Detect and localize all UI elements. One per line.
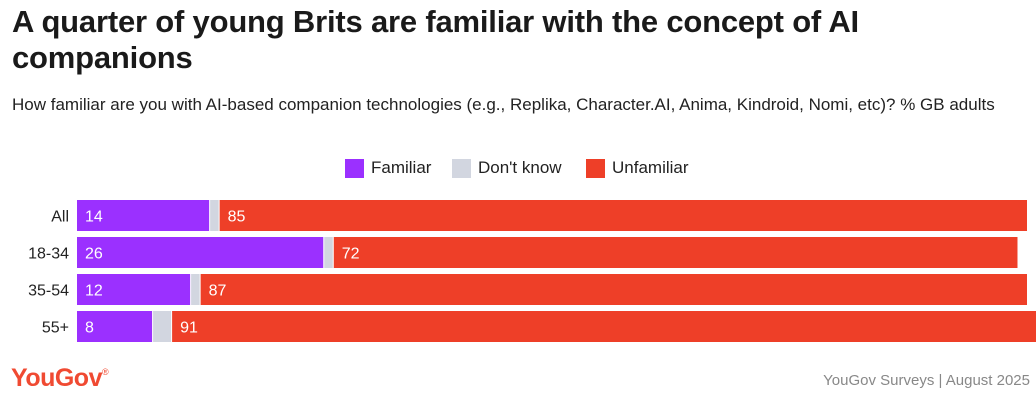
- data-label-unfamiliar-all: 85: [228, 209, 246, 226]
- data-label-familiar-55-: 8: [85, 320, 94, 337]
- bar-unfamiliar-55-: [172, 311, 1036, 342]
- stacked-bar-chart: All 14 85 18-34 26 72 35-54 12 87 55+ 8 91: [0, 196, 1036, 344]
- bar-unfamiliar-35-54: [200, 274, 1027, 305]
- bar-familiar-18-34: [77, 237, 324, 268]
- legend-item-familiar: Familiar: [345, 158, 431, 178]
- bar-familiar-35-54: [77, 274, 191, 305]
- chart-subtitle: How familiar are you with AI-based compa…: [12, 95, 995, 114]
- source-note: YouGov Surveys | August 2025: [823, 372, 1030, 389]
- bar-don-t-know-all: [210, 200, 219, 231]
- logo-text: YouGov: [11, 364, 102, 392]
- yougov-logo: YouGov®: [11, 364, 109, 393]
- data-label-unfamiliar-55-: 91: [180, 320, 198, 337]
- chart-svg: All 14 85 18-34 26 72 35-54 12 87 55+ 8 91: [28, 200, 1036, 342]
- legend-item-unfamiliar: Unfamiliar: [586, 158, 689, 178]
- bar-unfamiliar-all: [219, 200, 1027, 231]
- legend-label-familiar: Familiar: [371, 158, 432, 177]
- chart-legend: Familiar Don't know Unfamiliar: [0, 158, 1036, 180]
- legend-swatch-familiar: [345, 158, 364, 178]
- bar-unfamiliar-18-34: [333, 237, 1018, 268]
- logo-registered-mark: ®: [101, 367, 109, 377]
- category-label-18-34: 18-34: [28, 246, 69, 263]
- data-label-unfamiliar-35-54: 87: [209, 283, 227, 300]
- chart-title: A quarter of young Brits are familiar wi…: [12, 4, 859, 75]
- data-label-familiar-35-54: 12: [85, 283, 103, 300]
- category-label-55-: 55+: [42, 320, 69, 337]
- bar-familiar-all: [77, 200, 210, 231]
- legend-swatch-dont-know: [452, 158, 471, 178]
- legend-label-dont-know: Don't know: [478, 158, 562, 177]
- bar-don-t-know-18-34: [324, 237, 333, 268]
- category-label-35-54: 35-54: [28, 283, 69, 300]
- legend-label-unfamiliar: Unfamiliar: [612, 158, 689, 177]
- data-label-familiar-all: 14: [85, 209, 103, 226]
- bar-don-t-know-35-54: [191, 274, 200, 305]
- legend-swatch-unfamiliar: [586, 158, 605, 178]
- category-label-all: All: [51, 209, 69, 226]
- data-label-unfamiliar-18-34: 72: [342, 246, 360, 263]
- legend-item-dont-know: Don't know: [452, 158, 562, 178]
- data-label-familiar-18-34: 26: [85, 246, 103, 263]
- bar-don-t-know-55-: [153, 311, 172, 342]
- bar-familiar-55-: [77, 311, 153, 342]
